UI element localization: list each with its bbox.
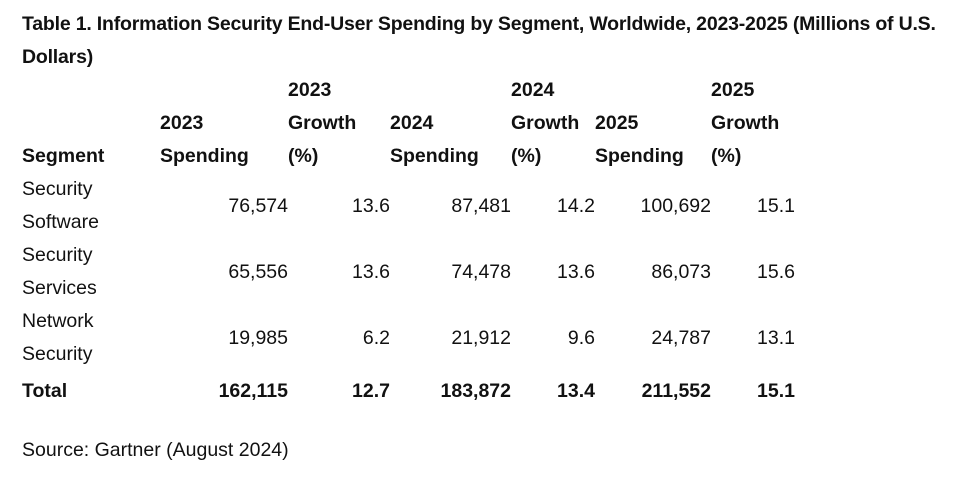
- growth-2023-cell: 6.2: [362, 326, 390, 349]
- total-growth-2025: 15.1: [757, 379, 795, 402]
- table-row: Network Security 19,985 6.2 21,912 9.6 2…: [22, 305, 795, 371]
- header-2025-spending: 2025 Spending: [595, 112, 684, 167]
- total-growth-2024: 13.4: [557, 379, 595, 402]
- spend-2024-cell: 87,481: [451, 194, 511, 217]
- total-growth-2023: 12.7: [352, 379, 390, 402]
- total-spend-2025: 211,552: [641, 379, 711, 402]
- table-header-row: Segment 2023 Spending 2023 Growth (%) 20…: [22, 74, 795, 173]
- segment-cell: Security Software: [22, 178, 99, 233]
- growth-2025-cell: 15.6: [757, 260, 795, 283]
- header-2023-growth: 2023 Growth (%): [288, 79, 357, 167]
- total-spend-2023: 162,115: [218, 379, 288, 402]
- growth-2025-cell: 15.1: [757, 194, 795, 217]
- growth-2023-cell: 13.6: [352, 260, 390, 283]
- segment-cell: Security Services: [22, 244, 97, 299]
- growth-2025-cell: 13.1: [757, 326, 795, 349]
- spend-2023-cell: 65,556: [228, 260, 288, 283]
- growth-2024-cell: 13.6: [557, 260, 595, 283]
- spend-2025-cell: 86,073: [651, 260, 711, 283]
- growth-2023-cell: 13.6: [352, 194, 390, 217]
- table-row: Security Software 76,574 13.6 87,481 14.…: [22, 173, 795, 239]
- spend-2024-cell: 21,912: [451, 326, 511, 349]
- segment-cell: Network Security: [22, 310, 94, 365]
- spend-2024-cell: 74,478: [451, 260, 511, 283]
- spend-2023-cell: 19,985: [228, 326, 288, 349]
- total-spend-2024: 183,872: [440, 379, 512, 402]
- growth-2024-cell: 9.6: [567, 326, 595, 349]
- spend-2025-cell: 100,692: [640, 194, 712, 217]
- spend-2023-cell: 76,574: [228, 194, 288, 217]
- total-label: Total: [22, 379, 68, 402]
- growth-2024-cell: 14.2: [557, 194, 595, 217]
- header-2025-growth: 2025 Growth (%): [711, 79, 780, 167]
- source-note: Source: Gartner (August 2024): [22, 439, 289, 461]
- table-row: Security Services 65,556 13.6 74,478 13.…: [22, 239, 795, 305]
- spending-table: Segment 2023 Spending 2023 Growth (%) 20…: [22, 74, 795, 411]
- header-segment: Segment: [22, 145, 105, 167]
- header-2024-growth: 2024 Growth (%): [511, 79, 580, 167]
- total-row: Total 162,115 12.7 183,872 13.4 211,552 …: [22, 371, 795, 411]
- header-2024-spending: 2024 Spending: [390, 112, 479, 167]
- header-2023-spending: 2023 Spending: [160, 112, 249, 167]
- table-title: Table 1. Information Security End-User S…: [22, 13, 936, 68]
- spend-2025-cell: 24,787: [651, 326, 711, 349]
